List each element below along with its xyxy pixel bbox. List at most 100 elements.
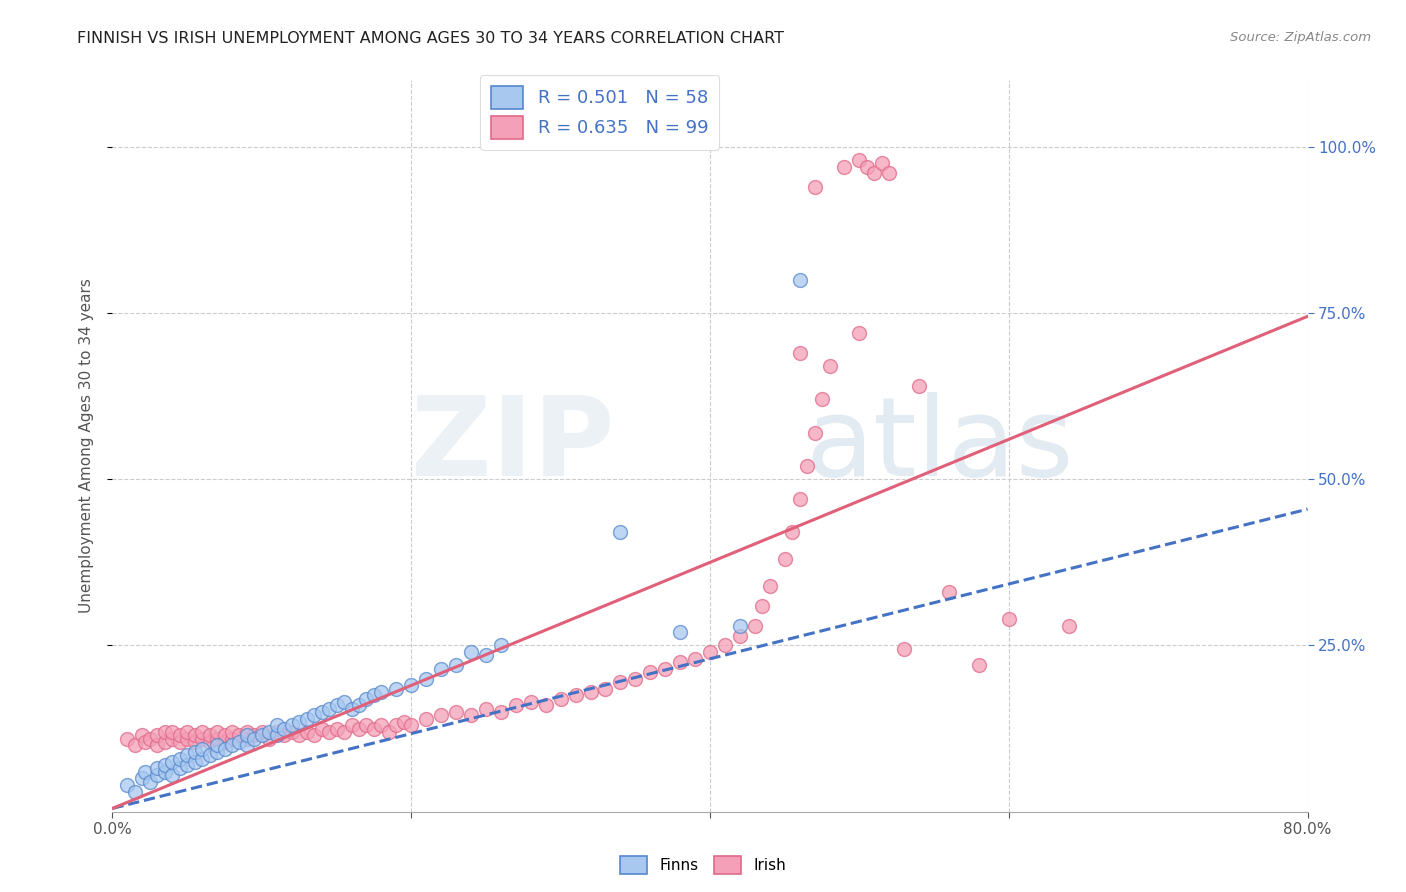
Point	[183, 755, 205, 769]
Point	[340, 718, 363, 732]
Point	[146, 762, 169, 776]
Point	[198, 748, 221, 763]
Point	[162, 768, 183, 782]
Point	[205, 745, 228, 759]
Point	[311, 722, 333, 736]
Point	[550, 691, 572, 706]
Point	[134, 735, 156, 749]
Point	[243, 731, 266, 746]
Point	[534, 698, 557, 713]
Point	[191, 741, 214, 756]
Point	[401, 718, 423, 732]
Point	[744, 618, 766, 632]
Point	[236, 728, 259, 742]
Point	[281, 725, 304, 739]
Point	[803, 425, 825, 440]
Point	[221, 731, 243, 746]
Point	[318, 701, 340, 715]
Point	[221, 738, 243, 752]
Text: ZIP: ZIP	[411, 392, 614, 500]
Point	[908, 379, 931, 393]
Point	[228, 735, 250, 749]
Point	[266, 725, 288, 739]
Point	[475, 648, 498, 663]
Point	[669, 625, 692, 640]
Point	[214, 735, 236, 749]
Point	[273, 722, 295, 736]
Point	[214, 728, 236, 742]
Point	[162, 725, 183, 739]
Point	[863, 166, 886, 180]
Point	[153, 725, 176, 739]
Point	[378, 725, 401, 739]
Point	[183, 735, 205, 749]
Legend: R = 0.501   N = 58, R = 0.635   N = 99: R = 0.501 N = 58, R = 0.635 N = 99	[479, 75, 720, 150]
Point	[728, 618, 751, 632]
Point	[205, 731, 228, 746]
Point	[259, 731, 281, 746]
Point	[236, 738, 259, 752]
Point	[169, 751, 191, 765]
Point	[520, 695, 543, 709]
Point	[250, 728, 273, 742]
Point	[311, 705, 333, 719]
Point	[205, 725, 228, 739]
Point	[191, 751, 214, 765]
Point	[489, 639, 512, 653]
Point	[153, 735, 176, 749]
Point	[176, 731, 198, 746]
Point	[117, 731, 139, 746]
Point	[176, 748, 198, 763]
Point	[139, 731, 162, 746]
Point	[131, 728, 153, 742]
Point	[198, 728, 221, 742]
Point	[856, 160, 879, 174]
Point	[879, 166, 901, 180]
Point	[273, 728, 295, 742]
Point	[848, 326, 870, 340]
Point	[302, 728, 325, 742]
Point	[124, 785, 146, 799]
Legend: Finns, Irish: Finns, Irish	[613, 850, 793, 880]
Point	[385, 718, 408, 732]
Point	[415, 712, 437, 726]
Point	[489, 705, 512, 719]
Point	[259, 725, 281, 739]
Point	[183, 745, 205, 759]
Point	[759, 579, 782, 593]
Point	[848, 153, 870, 167]
Point	[893, 641, 915, 656]
Point	[191, 725, 214, 739]
Point	[796, 458, 818, 473]
Point	[288, 714, 311, 729]
Point	[811, 392, 834, 407]
Point	[146, 768, 169, 782]
Point	[385, 681, 408, 696]
Point	[243, 728, 266, 742]
Point	[505, 698, 527, 713]
Point	[295, 725, 318, 739]
Point	[834, 160, 856, 174]
Point	[221, 725, 243, 739]
Point	[728, 628, 751, 642]
Point	[430, 708, 453, 723]
Text: atlas: atlas	[806, 392, 1074, 500]
Point	[169, 762, 191, 776]
Point	[117, 778, 139, 792]
Point	[415, 672, 437, 686]
Point	[266, 728, 288, 742]
Point	[288, 728, 311, 742]
Point	[266, 718, 288, 732]
Point	[803, 179, 825, 194]
Point	[236, 731, 259, 746]
Point	[780, 525, 803, 540]
Point	[938, 585, 960, 599]
Point	[967, 658, 990, 673]
Point	[347, 698, 370, 713]
Point	[669, 655, 692, 669]
Point	[1057, 618, 1080, 632]
Point	[153, 764, 176, 779]
Point	[363, 722, 385, 736]
Point	[683, 652, 706, 666]
Point	[870, 156, 893, 170]
